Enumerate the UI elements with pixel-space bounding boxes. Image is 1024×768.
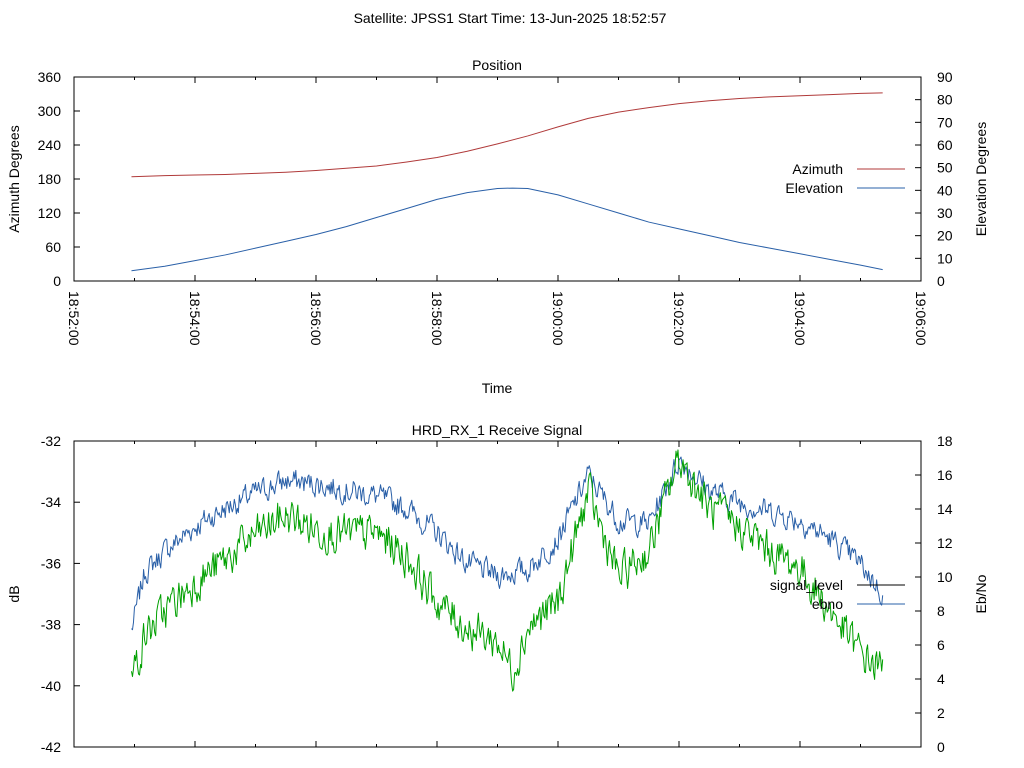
position-legend: Azimuth Elevation — [785, 161, 905, 196]
db-axis-tick-label: -32 — [41, 433, 61, 449]
receive-signal-y2-axis-label: Eb/No — [973, 574, 989, 613]
legend-label-azimuth: Azimuth — [792, 161, 843, 177]
ebno-axis-tick-label: 0 — [937, 739, 945, 755]
legend-label-ebno: ebno — [812, 596, 843, 612]
elevation-axis-tick-label: 60 — [937, 137, 953, 153]
azimuth-axis-tick-label: 60 — [45, 239, 61, 255]
ebno-axis-tick-label: 2 — [937, 705, 945, 721]
elevation-axis-tick-label: 20 — [937, 228, 953, 244]
db-axis-tick-label: -40 — [41, 678, 61, 694]
position-chart: Position 0 60 120 180 240 300 360 0 10 20 30 40 50 60… — [6, 57, 989, 396]
receive-signal-y-axis-label: dB — [6, 585, 22, 602]
time-axis-tick-label: 18:58:00 — [429, 291, 445, 346]
elevation-axis-tick-label: 40 — [937, 182, 953, 198]
azimuth-axis-tick-label: 0 — [53, 273, 61, 289]
elevation-axis-tick-label: 90 — [937, 69, 953, 85]
ebno-axis-tick-label: 8 — [937, 603, 945, 619]
legend-label-elevation: Elevation — [785, 180, 843, 196]
db-axis-tick-label: -34 — [41, 494, 61, 510]
ebno-axis-tick-label: 4 — [937, 671, 945, 687]
azimuth-axis-tick-label: 240 — [38, 137, 62, 153]
receive-signal-ticks: -42 -40 -38 -36 -34 -32 0 2 4 6 8 10 12 14 16 18 — [41, 433, 953, 755]
db-axis-tick-label: -36 — [41, 555, 61, 571]
azimuth-axis-tick-label: 300 — [38, 103, 62, 119]
elevation-axis-tick-label: 0 — [937, 273, 945, 289]
position-elevation-line — [131, 187, 883, 272]
figure-title: Satellite: JPSS1 Start Time: 13-Jun-2025… — [354, 10, 667, 26]
receive-signal-level-line — [131, 456, 884, 631]
position-series — [131, 92, 883, 272]
ebno-axis-tick-label: 18 — [937, 433, 953, 449]
position-azimuth-line — [131, 92, 883, 178]
elevation-axis-tick-label: 70 — [937, 114, 953, 130]
time-axis-tick-label: 19:06:00 — [913, 291, 929, 346]
position-plot-frame — [73, 76, 922, 282]
receive-signal-chart: HRD_RX_1 Receive Signal -42-40-38-36-34-… — [6, 422, 989, 755]
time-axis-tick-label: 18:52:00 — [66, 291, 82, 346]
position-chart-title: Position — [472, 57, 522, 73]
receive-signal-legend: signal_level ebno — [770, 577, 905, 612]
azimuth-axis-tick-label: 180 — [38, 171, 62, 187]
ebno-axis-tick-label: 6 — [937, 637, 945, 653]
time-axis-tick-label: 18:54:00 — [187, 291, 203, 346]
time-axis-tick-label: 19:02:00 — [671, 291, 687, 346]
receive-ebno-line — [130, 449, 884, 692]
legend-label-signal-level: signal_level — [770, 577, 843, 593]
position-ticks: 0 60 120 180 240 300 360 0 10 20 30 40 50 60 70 80 90 18:… — [38, 69, 953, 346]
position-x-axis-label: Time — [482, 380, 513, 396]
time-axis-tick-label: 19:00:00 — [550, 291, 566, 346]
ebno-axis-tick-label: 12 — [937, 535, 953, 551]
elevation-axis-tick-label: 10 — [937, 250, 953, 266]
db-axis-tick-label: -42 — [41, 739, 61, 755]
ebno-axis-tick-label: 14 — [937, 501, 953, 517]
time-axis-tick-label: 18:56:00 — [308, 291, 324, 346]
azimuth-axis-tick-label: 120 — [38, 205, 62, 221]
ebno-axis-tick-label: 16 — [937, 467, 953, 483]
receive-signal-series — [130, 449, 884, 692]
position-y2-axis-label: Elevation Degrees — [973, 122, 989, 236]
receive-signal-plot-frame — [73, 440, 922, 748]
time-axis-tick-label: 19:04:00 — [792, 291, 808, 346]
elevation-axis-tick-label: 50 — [937, 160, 953, 176]
receive-signal-chart-title: HRD_RX_1 Receive Signal — [412, 422, 582, 438]
ebno-axis-tick-label: 10 — [937, 569, 953, 585]
db-axis-tick-label: -38 — [41, 617, 61, 633]
elevation-axis-tick-label: 30 — [937, 205, 953, 221]
elevation-axis-tick-label: 80 — [937, 92, 953, 108]
position-y-axis-label: Azimuth Degrees — [6, 125, 22, 232]
azimuth-axis-tick-label: 360 — [38, 69, 62, 85]
